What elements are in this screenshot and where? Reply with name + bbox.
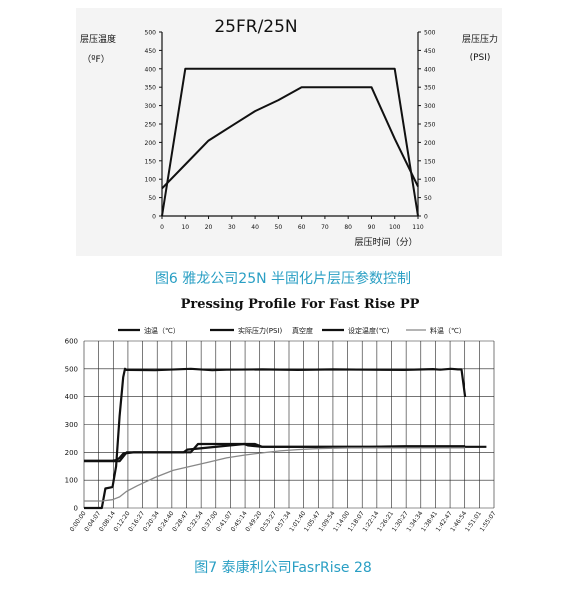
chart1-xlabel: 层压时间（分） <box>354 236 417 248</box>
chart2-legend-label: 真空度 <box>292 326 313 335</box>
chart1-left-ytick-label: 50 <box>148 195 156 202</box>
chart1-xtick-label: 100 <box>389 224 401 231</box>
chart2-legend-label: 设定温度(℃) <box>348 326 390 335</box>
chart1-right-ytick-label: 400 <box>424 66 436 73</box>
chart1-right-ytick-label: 50 <box>424 195 432 202</box>
chart2-legend-label: 油温（℃） <box>144 326 180 335</box>
chart1-xtick-label: 60 <box>298 224 306 231</box>
chart1-right-ytick-label: 500 <box>424 30 436 37</box>
chart1-left-ytick-label: 400 <box>145 66 157 73</box>
chart1-xtick-label: 90 <box>368 224 376 231</box>
chart1-title: 25FR/25N <box>214 17 297 37</box>
chart2-series-line <box>84 367 467 510</box>
chart1-right-ytick-label: 250 <box>424 122 436 129</box>
chart2-ytick-label: 600 <box>65 338 78 346</box>
pressing-profile-chart-fast-rise: Pressing Profile For Fast Rise PP 油温（℃） 实… <box>65 297 498 533</box>
chart2-ytick-label: 300 <box>65 421 78 429</box>
chart1-left-ytick-label: 100 <box>145 177 157 184</box>
chart2-ytick-label: 500 <box>65 365 78 373</box>
chart2-legend-label: 料温（℃） <box>430 326 466 335</box>
chart1-right-ytick-label: 100 <box>424 177 436 184</box>
chart2-ytick-label: 400 <box>65 393 78 401</box>
chart1-left-ytick-label: 450 <box>145 48 157 55</box>
chart1-right-ytick-label: 200 <box>424 140 436 147</box>
chart1-right-ylabel-line1: 层压压力 <box>462 33 498 45</box>
chart1-xtick-label: 70 <box>321 224 329 231</box>
chart2-series-line <box>84 447 466 502</box>
chart1-left-ytick-label: 350 <box>145 85 157 92</box>
chart1-right-ytick-label: 350 <box>424 85 436 92</box>
chart1-right-ytick-label: 150 <box>424 158 436 165</box>
chart1-xtick-label: 10 <box>181 224 189 231</box>
chart2-series-line <box>84 442 466 463</box>
chart1-xtick-label: 0 <box>160 224 164 231</box>
chart2-ytick-label: 200 <box>65 449 78 457</box>
chart1-left-ytick-label: 300 <box>145 103 157 110</box>
chart2-title: Pressing Profile For Fast Rise PP <box>181 297 420 312</box>
chart2-ytick-label: 0 <box>74 505 78 513</box>
chart1-series-line-1 <box>161 67 419 217</box>
chart1-left-ytick-label: 0 <box>152 214 156 221</box>
figure1-caption: 图6 雅龙公司25N 半固化片层压参数控制 <box>154 271 412 287</box>
chart1-xtick-label: 50 <box>275 224 283 231</box>
chart2-legend-label: 实际压力(PSI) <box>238 326 282 335</box>
chart1-left-ylabel-line2: （ºF） <box>82 54 109 65</box>
chart1-right-ytick-label: 0 <box>424 214 428 221</box>
chart1-xtick-label: 20 <box>205 224 213 231</box>
chart1-left-ylabel-line1: 层压温度 <box>80 33 116 45</box>
chart1-right-ylabel-line2: (PSI) <box>470 53 491 63</box>
chart1-left-ytick-label: 200 <box>145 140 157 147</box>
chart1-left-ytick-label: 150 <box>145 158 157 165</box>
chart1-xtick-label: 80 <box>344 224 352 231</box>
figure2-caption: 图7 泰康利公司FasrRise 28 <box>194 560 372 576</box>
chart2-ytick-label: 100 <box>65 477 78 485</box>
chart1-xtick-label: 30 <box>228 224 236 231</box>
chart1-xtick-label: 40 <box>251 224 259 231</box>
chart1-series-line-2 <box>161 86 419 190</box>
chart1-left-ytick-label: 500 <box>145 30 157 37</box>
chart1-right-ytick-label: 450 <box>424 48 436 55</box>
chart1-xtick-label: 110 <box>412 224 424 231</box>
chart1-left-ytick-label: 250 <box>145 122 157 129</box>
chart1-right-ytick-label: 300 <box>424 103 436 110</box>
